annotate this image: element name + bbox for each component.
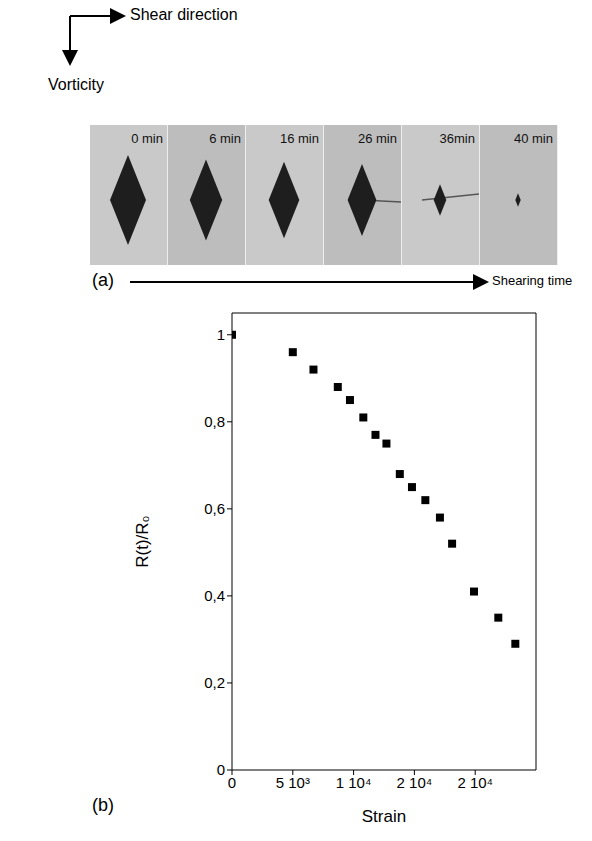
svg-text:0: 0 [217, 761, 225, 778]
html-text:Shear direction: Shear direction [130, 6, 238, 23]
svg-text:R(t)/R₀: R(t)/R₀ [133, 515, 152, 567]
html-text:16 min: 16 min [280, 131, 319, 146]
svg-text:1 10⁴: 1 10⁴ [336, 774, 372, 791]
svg-text:5 10³: 5 10³ [276, 774, 310, 791]
svg-text:0,6: 0,6 [204, 500, 225, 517]
html-text:(b): (b) [92, 795, 114, 815]
svg-text:1: 1 [217, 326, 225, 343]
svg-text:Strain: Strain [362, 807, 406, 826]
html-text:Shearing time: Shearing time [492, 273, 573, 288]
html-text:(a): (a) [92, 270, 114, 290]
html-text:Vorticity: Vorticity [48, 76, 104, 93]
html-text:6 min: 6 min [209, 131, 241, 146]
svg-text:0,4: 0,4 [204, 587, 225, 604]
html-text:0 min: 0 min [131, 131, 163, 146]
svg-text:2 10⁴: 2 10⁴ [457, 774, 493, 791]
html-text:36min: 36min [439, 131, 475, 146]
html-text:40 min: 40 min [514, 131, 553, 146]
svg-text:2 10⁴: 2 10⁴ [397, 774, 433, 791]
svg-text:0: 0 [228, 774, 236, 791]
svg-text:0,2: 0,2 [204, 674, 225, 691]
svg-text:0,8: 0,8 [204, 413, 225, 430]
html-text:26 min: 26 min [358, 131, 397, 146]
